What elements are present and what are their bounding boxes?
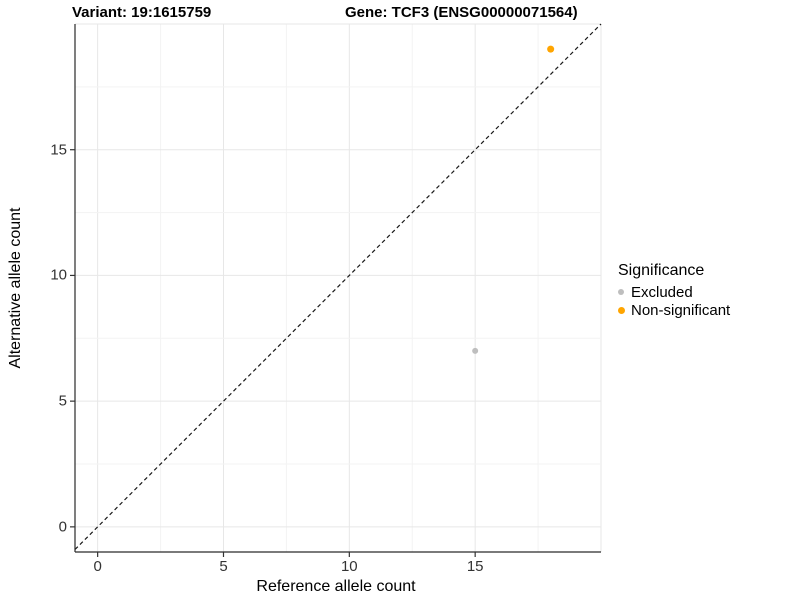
y-tick-label: 15	[50, 141, 67, 159]
legend-label: Non-significant	[631, 301, 731, 319]
variant-title: Variant: 19:1615759	[72, 4, 212, 21]
legend-marker-box	[615, 306, 627, 314]
legend-marker-box	[615, 289, 627, 295]
gene-title: Gene: TCF3 (ENSG00000071564)	[345, 4, 578, 21]
data-point-excluded	[472, 347, 479, 354]
excluded-marker-icon	[618, 289, 624, 295]
legend: Significance Excluded Non-significant	[612, 262, 730, 319]
legend-title: Significance	[618, 262, 705, 279]
non-significant-marker-icon	[617, 306, 625, 314]
x-tick-label: 0	[93, 558, 102, 575]
x-axis-title: Reference allele count	[256, 578, 416, 595]
x-tick-label: 15	[466, 558, 484, 575]
legend-item-non-significant: Non-significant	[612, 301, 730, 319]
y-tick-label: 10	[50, 266, 67, 284]
y-tick-label: 0	[58, 518, 67, 536]
data-point-non-significant	[547, 45, 555, 53]
x-tick-label: 10	[340, 558, 358, 575]
legend-item-excluded: Excluded	[612, 283, 730, 301]
identity-line	[74, 23, 602, 550]
y-axis-title: Alternative allele count	[7, 207, 24, 369]
x-tick-label: 5	[219, 558, 228, 575]
legend-label: Excluded	[631, 283, 693, 301]
y-tick-label: 5	[58, 392, 67, 410]
